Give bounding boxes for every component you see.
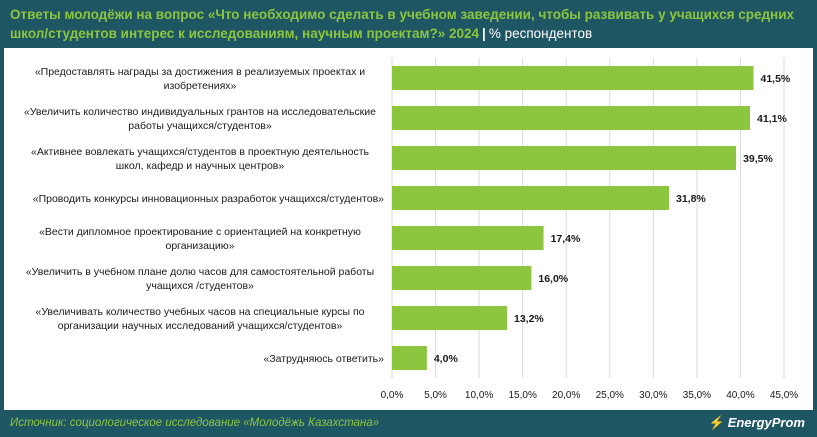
- data-label: 13,2%: [514, 313, 544, 325]
- category-label: «Вести дипломное проектирование с ориент…: [39, 226, 361, 252]
- category-label: «Активнее вовлекать учащихся/студентов в…: [31, 146, 370, 172]
- category-label-line: школ, кафедр и научных центров»: [116, 160, 285, 172]
- category-label-line: учащихся /студентов»: [146, 280, 254, 292]
- x-tick-label: 0,0%: [381, 390, 404, 401]
- data-label: 39,5%: [743, 153, 773, 165]
- x-tick-label: 20,0%: [552, 390, 580, 401]
- bar-chart: 0,0% 5,0% 10,0% 15,0% 20,0% 25,0% 30,0% 35,0% 40…: [24, 58, 798, 401]
- category-label-line: «Увеличить количество индивидуальных гра…: [24, 106, 376, 118]
- category-label: «Затрудняюсь ответить»: [263, 353, 384, 365]
- bar: [392, 66, 754, 90]
- data-label: 17,4%: [551, 233, 581, 245]
- category-label-line: «Увеличить в учебном плане долю часов дл…: [26, 266, 374, 278]
- bar: [392, 186, 670, 210]
- category-label-line: «Проводить конкурсы инновационных разраб…: [33, 193, 384, 205]
- data-label: 31,8%: [676, 193, 706, 205]
- category-label-line: «Предоставлять награды за достижения в р…: [35, 66, 365, 78]
- x-tick-label: 5,0%: [424, 390, 447, 401]
- category-label: «Проводить конкурсы инновационных разраб…: [33, 193, 384, 205]
- data-label: 4,0%: [434, 353, 459, 365]
- data-label: 16,0%: [538, 273, 568, 285]
- x-tick-label: 25,0%: [596, 390, 624, 401]
- bar: [392, 266, 532, 290]
- x-tick-label: 30,0%: [639, 390, 667, 401]
- x-tick-label: 35,0%: [683, 390, 711, 401]
- data-label: 41,5%: [761, 73, 791, 85]
- logo: ⚡ EnergyProm: [709, 415, 806, 431]
- logo-text: EnergyProm: [727, 415, 805, 430]
- category-label-line: изобретениях»: [164, 80, 237, 92]
- bar: [392, 146, 737, 170]
- category-label-line: «Активнее вовлекать учащихся/студентов в…: [31, 146, 370, 158]
- source-note: Источник: социологическое исследование «…: [10, 417, 380, 429]
- category-label-line: «Затрудняюсь ответить»: [263, 353, 384, 365]
- bar: [392, 306, 507, 330]
- category-label-line: «Увеличивать количество учебных часов на…: [35, 306, 364, 318]
- x-tick-label: 40,0%: [726, 390, 754, 401]
- data-label: 41,1%: [757, 113, 787, 125]
- title-main: Ответы молодёжи на вопрос «Что необходим…: [10, 7, 795, 41]
- title-unit: % респондентов: [488, 26, 593, 41]
- category-label: «Увеличить количество индивидуальных гра…: [24, 106, 376, 132]
- category-label-line: работы учащихся/студентов»: [128, 120, 272, 132]
- category-label: «Увеличивать количество учебных часов на…: [35, 306, 364, 332]
- bar: [392, 346, 427, 370]
- bar: [392, 226, 544, 250]
- category-label-line: организацию»: [165, 240, 234, 252]
- footer: Источник: социологическое исследование «…: [0, 410, 817, 437]
- title-separator: |: [482, 26, 486, 41]
- bar: [392, 106, 751, 130]
- x-tick-label: 15,0%: [508, 390, 536, 401]
- x-tick-label: 45,0%: [770, 390, 798, 401]
- x-tick-label: 10,0%: [465, 390, 493, 401]
- lightning-icon: ⚡: [708, 415, 725, 430]
- category-label: «Предоставлять награды за достижения в р…: [35, 66, 365, 92]
- category-label: «Увеличить в учебном плане долю часов дл…: [26, 266, 374, 292]
- chart-title: Ответы молодёжи на вопрос «Что необходим…: [10, 5, 810, 43]
- category-label-line: «Вести дипломное проектирование с ориент…: [39, 226, 361, 238]
- chart-panel: 0,0% 5,0% 10,0% 15,0% 20,0% 25,0% 30,0% 35,0% 40…: [4, 48, 813, 410]
- category-label-line: организации научных исследований учащихс…: [58, 320, 343, 332]
